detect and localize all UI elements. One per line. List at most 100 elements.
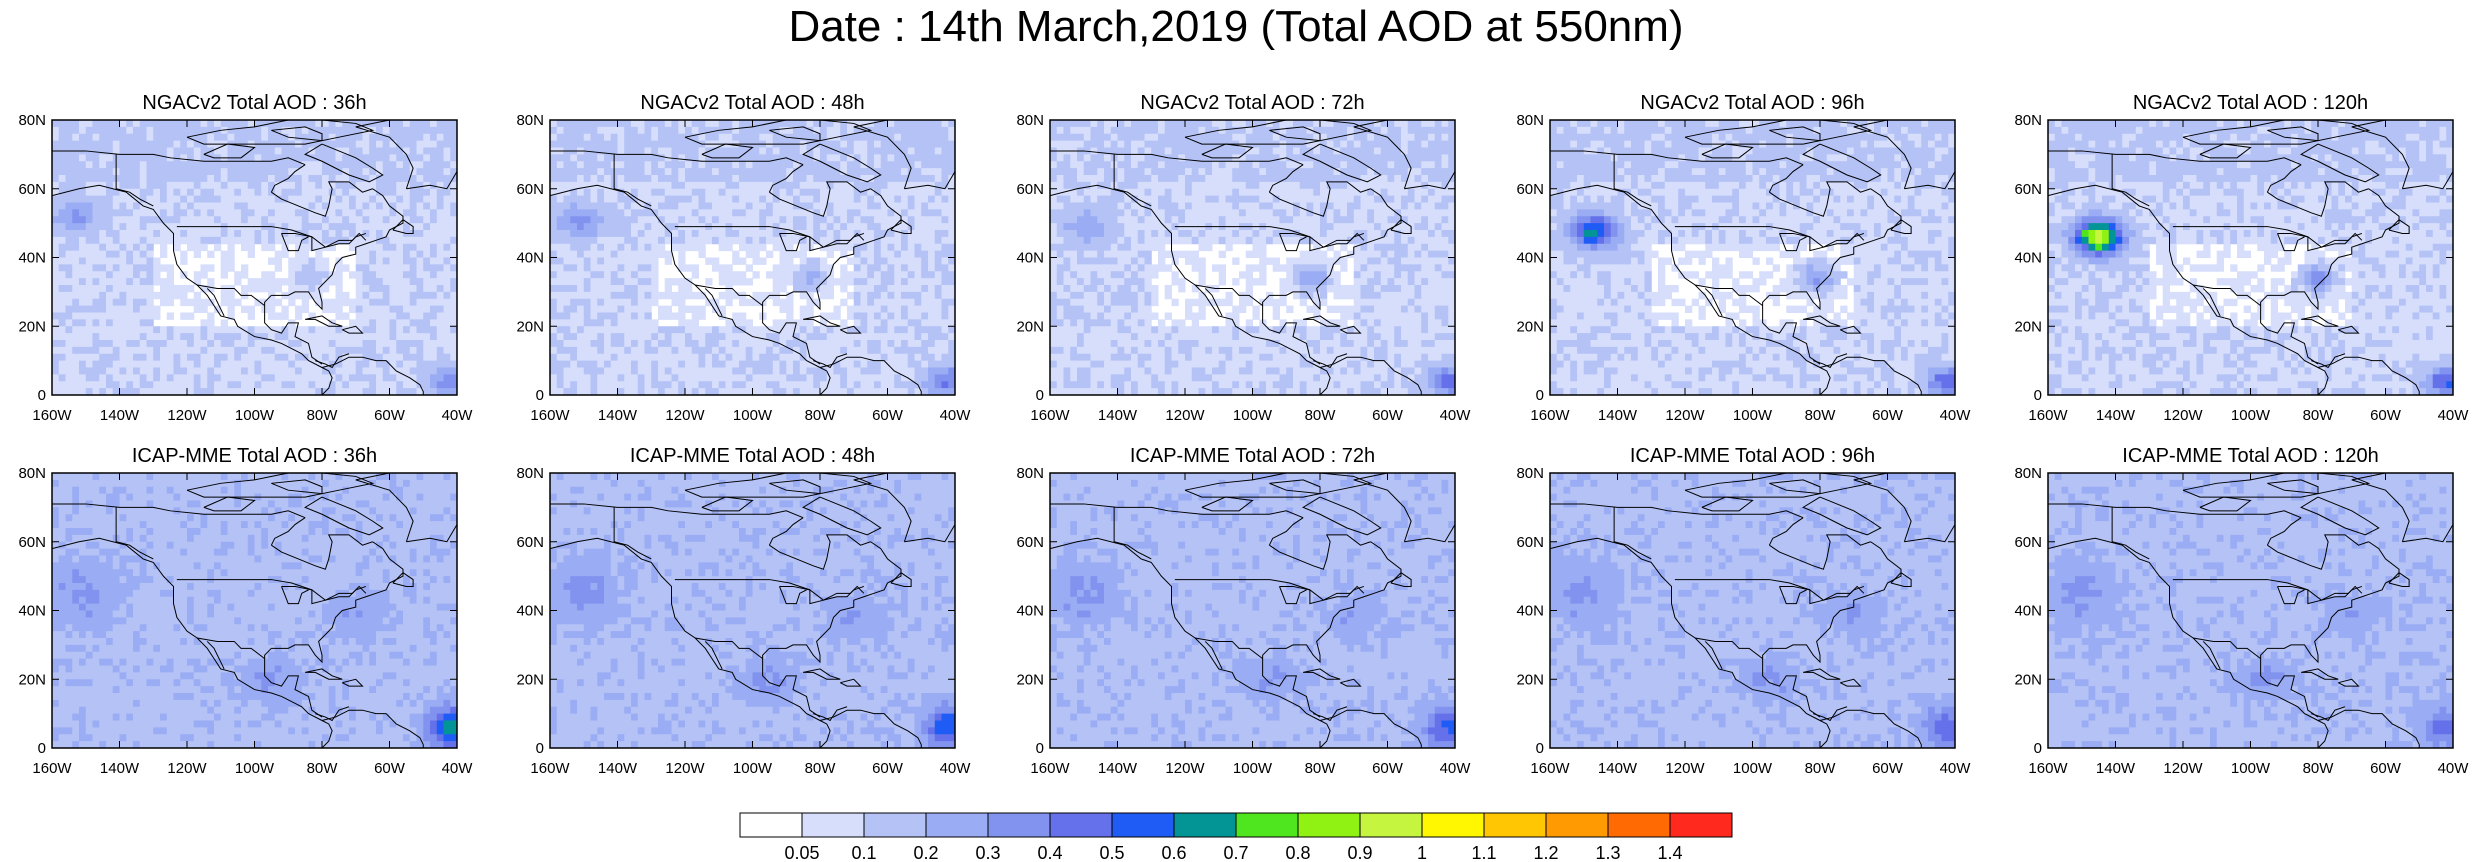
lon-tick-label: 160W (2028, 407, 2068, 424)
lon-tick-label: 140W (100, 407, 140, 424)
lon-tick-label: 160W (32, 407, 72, 424)
lon-tick-label: 140W (1098, 760, 1138, 777)
lon-tick-label: 100W (1233, 407, 1273, 424)
lon-tick-label: 100W (1733, 407, 1773, 424)
lat-tick-label: 40N (18, 250, 46, 267)
lat-tick-label: 60N (1516, 534, 1544, 551)
lat-tick-label: 40N (2014, 603, 2042, 620)
lat-tick-label: 0 (2034, 387, 2042, 404)
lon-tick-label: 100W (235, 407, 275, 424)
lon-tick-label: 80W (2303, 760, 2335, 777)
lat-tick-label: 60N (1516, 181, 1544, 198)
lon-tick-label: 120W (1665, 760, 1705, 777)
lon-tick-label: 140W (2096, 760, 2136, 777)
lon-tick-label: 40W (1940, 760, 1972, 777)
lon-tick-label: 80W (307, 407, 339, 424)
lon-tick-label: 80W (1305, 760, 1337, 777)
lon-tick-label: 80W (805, 407, 837, 424)
lon-tick-label: 160W (1030, 407, 1070, 424)
lon-tick-label: 60W (2370, 407, 2402, 424)
aod-field (2048, 120, 2453, 395)
lon-tick-label: 160W (1030, 760, 1070, 777)
map-panel: ICAP-MME Total AOD : 48h 80N 60N 40N 20N 0 160… (516, 445, 971, 777)
panel-title: NGACv2 Total AOD : 48h (640, 92, 864, 114)
lon-tick-label: 40W (940, 760, 972, 777)
lat-tick-label: 20N (1016, 318, 1044, 335)
lat-tick-label: 80N (2014, 112, 2042, 129)
lon-tick-label: 120W (2163, 407, 2203, 424)
aod-field (52, 120, 457, 395)
aod-field (2048, 473, 2453, 748)
lat-tick-label: 60N (516, 534, 544, 551)
lat-tick-label: 20N (516, 671, 544, 688)
map-panel: NGACv2 Total AOD : 36h 80N 60N 40N 20N 0 160W 1… (18, 92, 473, 424)
lat-tick-label: 0 (1036, 387, 1044, 404)
lon-tick-label: 140W (1598, 760, 1638, 777)
coastlines (2048, 473, 2453, 748)
lon-tick-label: 120W (2163, 760, 2203, 777)
lat-tick-label: 80N (1016, 465, 1044, 482)
lon-tick-label: 80W (2303, 407, 2335, 424)
map-panel: NGACv2 Total AOD : 120h 80N 60N 40N 20N 0 160W… (2014, 92, 2469, 424)
lat-tick-label: 40N (1516, 603, 1544, 620)
lon-tick-label: 160W (1530, 760, 1570, 777)
lat-tick-label: 80N (2014, 465, 2042, 482)
lon-tick-label: 40W (2438, 760, 2470, 777)
lat-tick-label: 20N (516, 318, 544, 335)
lon-tick-label: 60W (872, 760, 904, 777)
lon-tick-label: 40W (1440, 760, 1472, 777)
lat-tick-label: 40N (1516, 250, 1544, 267)
lon-tick-label: 80W (1305, 407, 1337, 424)
coastlines (52, 120, 457, 395)
lat-tick-label: 0 (38, 740, 46, 757)
aod-field (1050, 473, 1455, 748)
map-panel: NGACv2 Total AOD : 96h 80N 60N 40N 20N 0 160W 1… (1516, 92, 1971, 424)
lat-tick-label: 0 (536, 740, 544, 757)
lat-tick-label: 60N (18, 181, 46, 198)
lat-tick-label: 40N (1016, 603, 1044, 620)
lon-tick-label: 120W (1165, 407, 1205, 424)
coastlines (1050, 120, 1455, 395)
lat-tick-label: 60N (18, 534, 46, 551)
lat-tick-label: 40N (2014, 250, 2042, 267)
lat-tick-label: 40N (516, 603, 544, 620)
lon-tick-label: 40W (1940, 407, 1972, 424)
lon-tick-label: 40W (442, 760, 474, 777)
coastlines (550, 473, 955, 748)
coastlines (1550, 473, 1955, 748)
lat-tick-label: 20N (18, 671, 46, 688)
lon-tick-label: 40W (1440, 407, 1472, 424)
lat-tick-label: 80N (18, 465, 46, 482)
lon-tick-label: 100W (2231, 407, 2271, 424)
lat-tick-label: 80N (1016, 112, 1044, 129)
lat-tick-label: 0 (38, 387, 46, 404)
lon-tick-label: 60W (1372, 760, 1404, 777)
panel-title: ICAP-MME Total AOD : 120h (2122, 445, 2378, 467)
lon-tick-label: 60W (872, 407, 904, 424)
lat-tick-label: 20N (1516, 318, 1544, 335)
panel-title: NGACv2 Total AOD : 96h (1640, 92, 1864, 114)
coastlines (2048, 120, 2453, 395)
lon-tick-label: 80W (1805, 760, 1837, 777)
lon-tick-label: 60W (2370, 760, 2402, 777)
lon-tick-label: 100W (1733, 760, 1773, 777)
lon-tick-label: 160W (530, 760, 570, 777)
lon-tick-label: 100W (235, 760, 275, 777)
map-panel: ICAP-MME Total AOD : 72h 80N 60N 40N 20N 0 160… (1016, 445, 1471, 777)
map-panel: ICAP-MME Total AOD : 120h 80N 60N 40N 20N 0 16… (2014, 445, 2469, 777)
lon-tick-label: 40W (940, 407, 972, 424)
map-panel: ICAP-MME Total AOD : 96h 80N 60N 40N 20N 0 160… (1516, 445, 1971, 777)
lon-tick-label: 40W (2438, 407, 2470, 424)
lat-tick-label: 60N (516, 181, 544, 198)
map-panel: ICAP-MME Total AOD : 36h 80N 60N 40N 20N 0 160… (18, 445, 473, 777)
lon-tick-label: 140W (598, 760, 638, 777)
lon-tick-label: 160W (530, 407, 570, 424)
lon-tick-label: 160W (32, 760, 72, 777)
lon-tick-label: 140W (598, 407, 638, 424)
lat-tick-label: 80N (1516, 112, 1544, 129)
lon-tick-label: 160W (1530, 407, 1570, 424)
lon-tick-label: 140W (1098, 407, 1138, 424)
map-panel: NGACv2 Total AOD : 72h 80N 60N 40N 20N 0 160W 1… (1016, 92, 1471, 424)
lat-tick-label: 40N (1016, 250, 1044, 267)
